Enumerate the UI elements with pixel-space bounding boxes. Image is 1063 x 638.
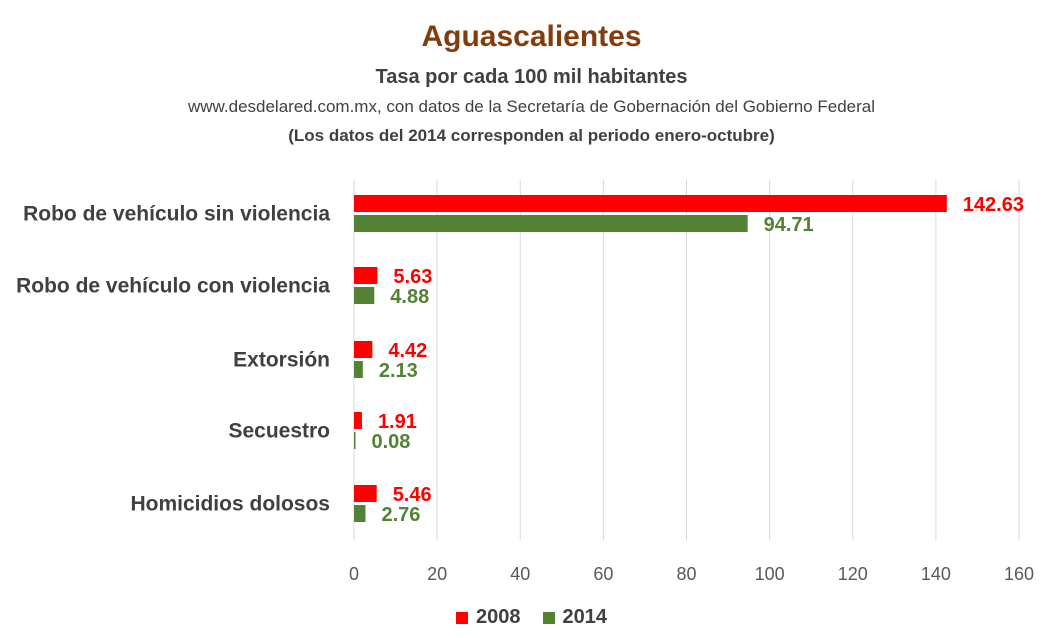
bar-2008 [354, 267, 378, 284]
x-tick-label: 20 [427, 564, 447, 584]
data-label-2008: 142.63 [963, 194, 1024, 216]
category-labels: Robo de vehículo sin violencia Robo de ve… [16, 203, 330, 516]
bar-2014 [354, 505, 366, 522]
data-label-2008: 5.63 [393, 266, 432, 288]
x-tick-label: 40 [510, 564, 530, 584]
x-tick-label: 80 [676, 564, 696, 584]
legend-item-2008: 2008 [456, 606, 521, 629]
category-label: Robo de vehículo con violencia [16, 275, 330, 298]
bar-2008 [354, 412, 362, 429]
bar-2008 [354, 341, 373, 358]
x-tick-label: 100 [755, 564, 785, 584]
data-label-2014: 94.71 [764, 214, 814, 236]
bar-2014 [354, 432, 356, 449]
category-label: Homicidios dolosos [130, 493, 330, 516]
data-label-2014: 0.08 [372, 431, 411, 453]
category-label: Secuestro [228, 420, 330, 443]
data-label-2014: 2.76 [381, 504, 420, 526]
bar-2014 [354, 287, 375, 304]
x-tick-label: 140 [921, 564, 951, 584]
bar-2008 [354, 195, 947, 212]
legend-item-2014: 2014 [542, 606, 608, 629]
data-labels: 142.63 94.71 5.634.88 4.422.13 1.910.08 5.462… [372, 194, 1024, 526]
chart-title: Aguascalientes [421, 20, 642, 53]
bars [354, 195, 947, 522]
category-label: Robo de vehículo sin violencia [23, 203, 330, 226]
bar-2014 [354, 215, 748, 232]
grid-lines [353, 180, 1020, 540]
legend-swatch-2008 [456, 611, 468, 624]
data-label-2008: 4.42 [388, 340, 427, 362]
chart-source: www.desdelared.com.mx, con datos de la S… [188, 97, 875, 116]
bar-chart: 142.6394.715.634.884.422.131.910.085.462… [16, 180, 1034, 584]
x-tick-label: 60 [593, 564, 613, 584]
x-tick-label: 120 [838, 564, 868, 584]
legend: 2008 2014 [0, 606, 1063, 629]
data-label-2014: 4.88 [390, 286, 429, 308]
bar-2014 [354, 361, 363, 378]
data-label-2008: 5.46 [393, 484, 432, 506]
chart-subtitle: Tasa por cada 100 mil habitantes [375, 66, 688, 88]
chart-note: (Los datos del 2014 corresponden al peri… [288, 126, 775, 145]
data-label-2008: 1.91 [378, 411, 417, 433]
legend-label-2008: 2008 [476, 606, 521, 628]
bar-2008 [354, 485, 377, 502]
data-label-2014: 2.13 [379, 360, 418, 382]
x-tick-label: 0 [349, 564, 359, 584]
category-label: Extorsión [233, 349, 330, 372]
legend-label-2014: 2014 [562, 606, 608, 628]
legend-swatch-2014 [542, 611, 555, 624]
x-tick-labels: 0 20 40 60 80 100 120 140 160 [349, 564, 1034, 584]
x-tick-label: 160 [1004, 564, 1034, 584]
